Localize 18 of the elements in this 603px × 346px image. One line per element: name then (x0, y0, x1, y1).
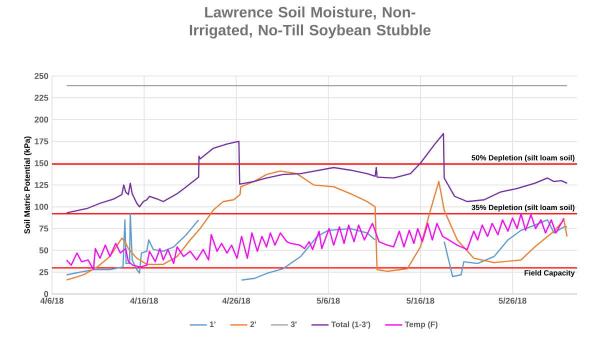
x-tick-label: 4/26/18 (222, 298, 250, 304)
x-tick-label: 5/26/18 (498, 298, 526, 304)
x-tick-label: 4/16/18 (130, 298, 158, 304)
x-tick-label: 5/6/18 (316, 298, 340, 304)
y-tick-label: 200 (34, 116, 48, 123)
x-tick-label: 4/6/18 (40, 298, 64, 304)
y-tick-label: 50 (39, 247, 48, 254)
y-tick-label: 250 (34, 73, 48, 79)
y-tick-label: 0 (44, 291, 48, 297)
chart-title: Lawrence Soil Moisture, Non-Irrigated, No-Till Soybean Stubble (190, 6, 431, 38)
y-tick-label: 100 (34, 204, 48, 210)
y-tick-label: 125 (34, 182, 48, 188)
y-tick-label: 75 (39, 226, 48, 232)
y-tick-label: 225 (34, 94, 48, 101)
y-tick-label: 175 (34, 138, 48, 144)
y-tick-label: 25 (39, 269, 48, 276)
x-tick-label: 5/16/18 (406, 298, 434, 304)
y-tick-label: 150 (34, 160, 48, 166)
